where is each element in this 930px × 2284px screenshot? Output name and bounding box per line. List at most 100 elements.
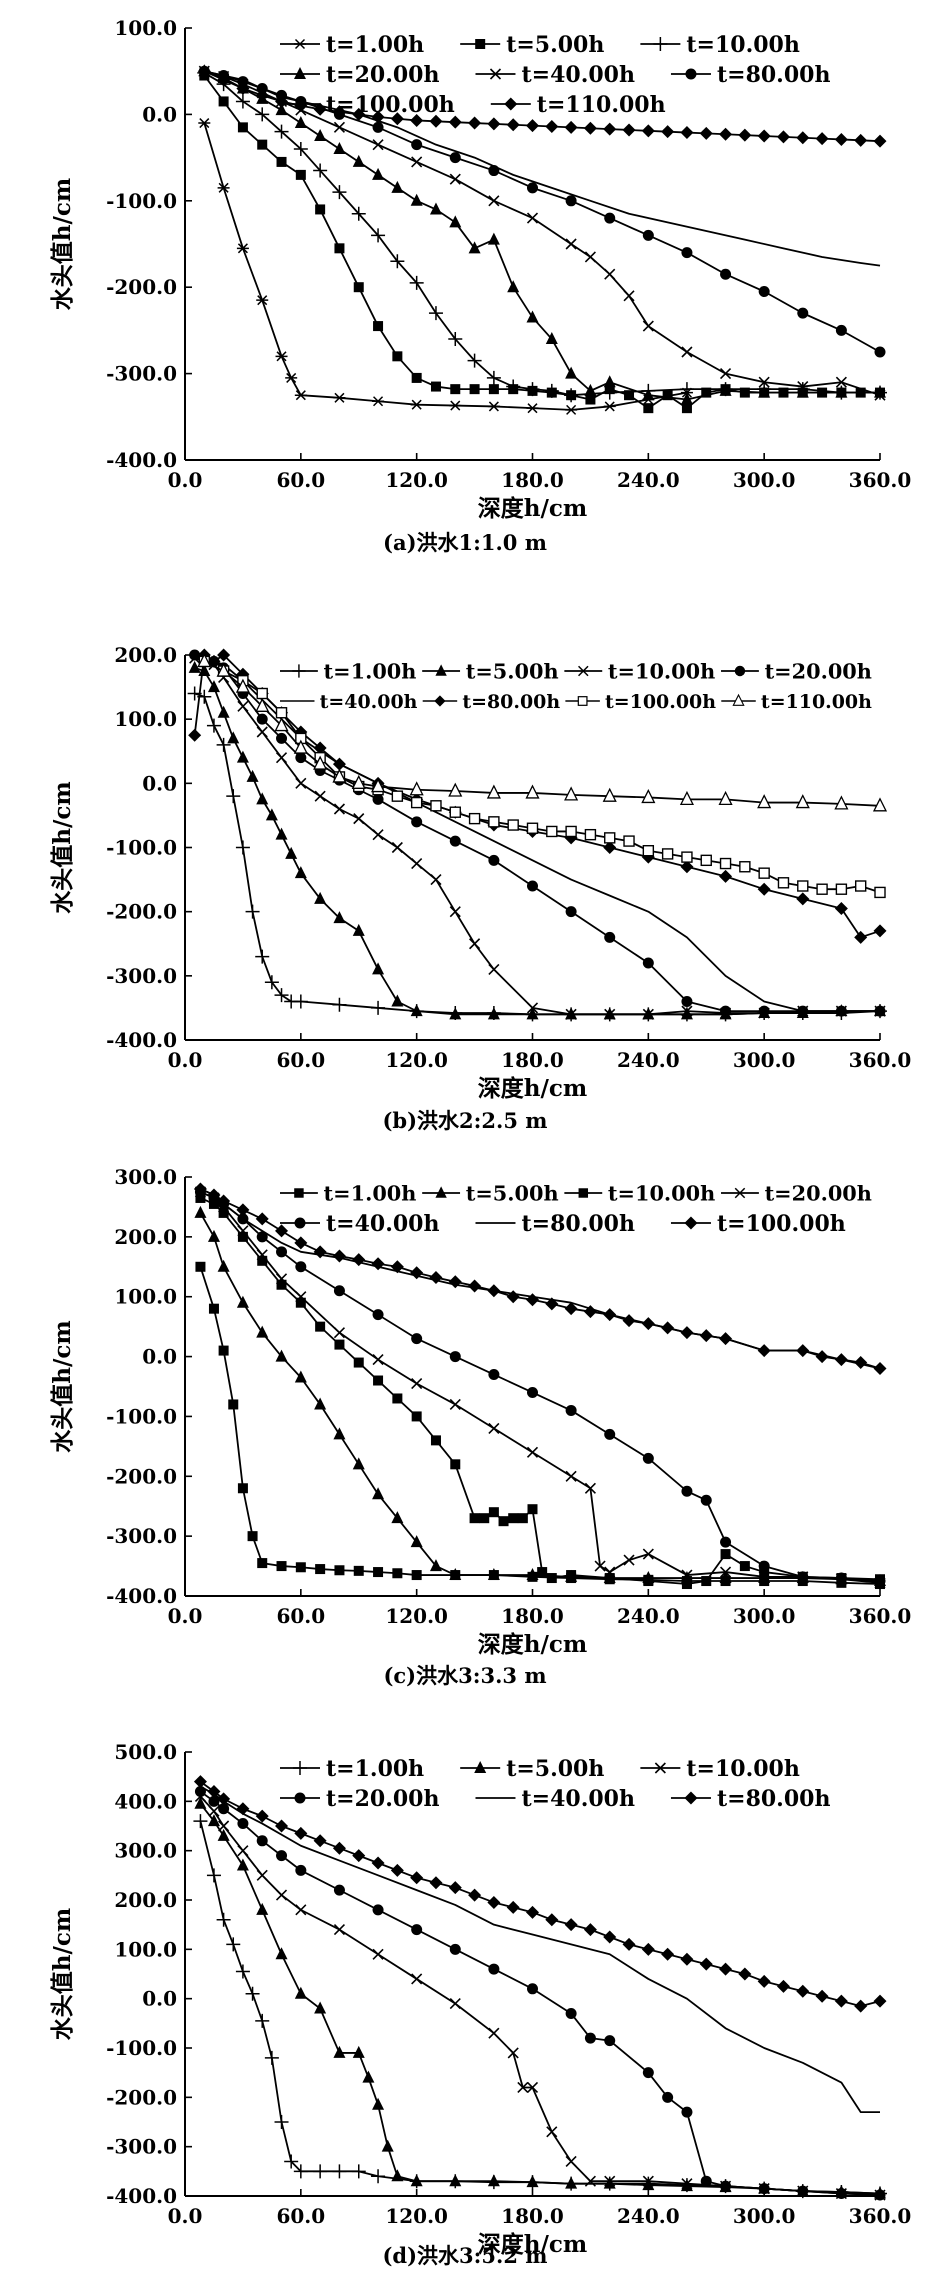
chart-b-series-0-point [206,718,221,733]
chart-b-series-6-point [700,854,712,867]
chart-a-series-1-point [237,122,248,133]
chart-d-legend-label: t=40.00h [521,1786,634,1812]
chart-d-series-5-point [622,1937,636,1951]
chart-d-legend-label: t=1.00h [326,1756,424,1782]
chart-d-series-1-point [333,2045,346,2058]
chart-a-series-3-point [584,383,597,396]
chart-a-series-1-point [295,169,306,180]
chart-a-series-7-point [197,64,211,78]
chart-b-series-7-point [448,782,463,797]
chart-a-series-7-point [680,126,694,140]
chart-a-series-5-point [411,139,423,151]
chart-c-y-tick-label: -300.0 [106,1524,177,1548]
chart-c-series-6-point [410,1266,424,1280]
chart-d-series-5-point [332,1841,346,1855]
chart-d-series-3-point [642,2067,654,2079]
chart-b-legend-item: t=110.00h [721,691,872,713]
chart-b-series-2-point [237,700,249,712]
chart-c-series-1-point [352,1457,365,1470]
chart-a-series-5-point [835,324,847,336]
chart-a-series-7-point [294,99,308,113]
chart-c-series-6-point [699,1329,713,1343]
chart-d-x-axis-title: 深度h/cm [478,2231,587,2258]
chart-c-series-3-point [565,1470,577,1482]
chart-a-series-5-point [642,229,654,241]
chart-d-series-0-point [193,1814,208,1829]
chart-a-series-3-point [565,366,578,379]
chart-a-series-4-point [526,212,539,224]
chart-a-series-7-point [661,125,675,139]
chart-b-series-3-point [411,816,423,828]
chart-c-series-2-point [759,1567,770,1578]
chart-a-x-tick-label: 300.0 [733,468,796,492]
chart-c-series-0-point [295,1562,306,1573]
chart-b-series-6-point [410,796,423,809]
chart-b-series-3-point [449,835,461,847]
chart-a-series-7-point [564,120,578,134]
chart-d-series-2-point [208,1805,220,1817]
chart-a-series-7-point [332,105,346,119]
chart-c-y-tick-label: 100.0 [114,1285,177,1309]
chart-d-legend-item: t=5.00h [460,1756,604,1782]
chart-c-series-6-point [468,1279,482,1293]
chart-d-series-5-point [487,1895,501,1909]
chart-d-series-3-point [295,1864,307,1876]
chart-a-series-0-point [603,401,616,412]
chart-a-series-1-point [469,384,480,395]
chart-c-series-6-point [545,1297,559,1311]
chart-d-series-3-point [604,2035,616,2047]
chart-c-series-4-point [488,1369,500,1381]
chart-b-series-1-point [333,911,346,924]
chart-c-series-3-point [488,1422,500,1434]
chart-d-series-2-point [333,1924,346,1936]
chart-b-series-6-point [623,835,635,847]
chart-c-series-3-point [604,1566,616,1578]
chart-b-series-7-point [255,697,270,712]
chart-b-series-6-point [854,880,867,892]
chart-d-series-3-point [237,1818,249,1830]
chart-b-series-2-point [526,1002,539,1014]
chart-b-series-0-point [255,949,270,964]
chart-a-legend: t=1.00h t=5.00h t=10.00h t=20.00h t=40.00h t=… [280,32,830,118]
chart-a-series-4-point [642,320,654,332]
chart-c-series-1-point [372,1487,385,1500]
chart-a-series-7-point [448,115,462,129]
chart-b-legend-item: t=10.00h [564,659,715,684]
chart-d-series-0-point [264,2050,279,2065]
chart-d-series-0-point [313,2164,328,2179]
chart-a-series-5-point [565,195,577,207]
chart-c-series-0 [195,1261,885,1590]
chart-b-y-tick-label: -100.0 [106,836,177,860]
chart-c-series-4-point [681,1485,693,1497]
chart-a-series-3-point [603,375,616,388]
chart-b-series-6-point [565,825,577,838]
chart-d-series-2-point [488,2027,500,2039]
chart-d-series-3-point [720,2180,732,2192]
chart-d-series-1-point [256,1902,269,1915]
chart-a-series-7-point [834,132,848,146]
chart-b-series-5-point [719,869,733,883]
chart-a-series-2-point [525,382,540,397]
chart-b-x-tick-label: 180.0 [501,1048,564,1072]
chart-c-y-tick-label: -200.0 [106,1464,177,1488]
chart-c-series-0-point [315,1564,326,1575]
chart-a-series-3-point [391,180,404,193]
chart-a-series-1-point [681,403,692,414]
chart-a-caption: (a)洪水1:1.0 m [383,530,547,555]
chart-a-series-7-point [468,116,482,130]
chart-a-series-3-point [680,392,693,405]
chart-a-series-4-point [372,139,384,151]
chart-b-series-5-point [873,924,887,938]
chart-a-series-7-point [622,123,636,137]
chart-d-series-2-point [449,1998,461,2010]
chart-a-series-1-point [430,381,441,392]
chart-b-series-7-point [274,717,289,732]
chart-d-series-3-point [276,1850,288,1862]
chart-b-series-7-point [679,790,694,806]
chart-b-series-3-point [642,957,654,969]
chart-c-series-2-point [411,1411,422,1422]
chart-a-series-4-point [449,173,461,185]
chart-c-series-1-point [429,1559,442,1572]
chart-b-legend-item: t=80.00h [422,691,560,713]
chart-c-legend-label: t=5.00h [466,1181,559,1206]
